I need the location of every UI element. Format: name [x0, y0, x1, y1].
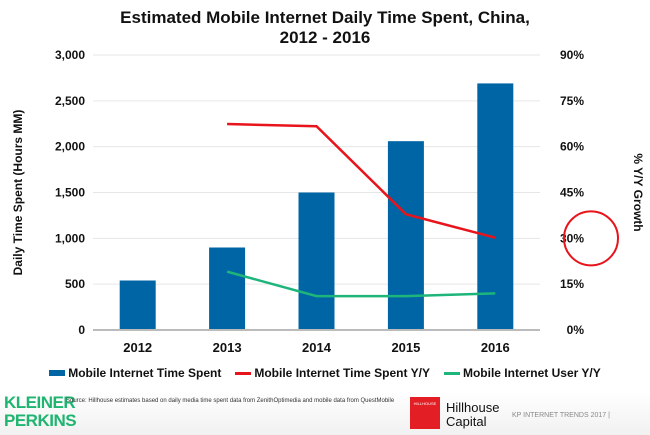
legend-item-time-spent: Mobile Internet Time Spent	[49, 366, 221, 380]
source-note: Source: Hillhouse estimates based on dai…	[66, 398, 395, 404]
y-tick-label: 2,000	[55, 140, 85, 154]
legend-item-user-yy: Mobile Internet User Y/Y	[443, 366, 601, 380]
legend-item-time-spent-yy: Mobile Internet Time Spent Y/Y	[235, 366, 430, 380]
y-tick-label: 1,500	[55, 186, 85, 200]
legend-swatch	[235, 371, 252, 375]
y2-tick-label: 75%	[560, 94, 584, 108]
bar-2016	[477, 83, 514, 331]
hillhouse-logo-text: Hillhouse Capital	[446, 401, 499, 429]
title-line-1: Estimated Mobile Internet Daily Time Spe…	[120, 8, 530, 27]
logo-line: Capital	[446, 414, 487, 429]
y2-tick-label: 60%	[560, 140, 584, 154]
line-series-1	[227, 122, 496, 239]
y2-tick-label: 45%	[560, 186, 584, 200]
chart-title: Estimated Mobile Internet Daily Time Spe…	[0, 8, 650, 48]
legend-label: Mobile Internet Time Spent Y/Y	[254, 366, 430, 380]
x-tick-label: 2013	[213, 340, 242, 355]
line-series-2	[226, 270, 496, 298]
hillhouse-logo-box: HILLHOUSE	[410, 397, 440, 429]
logo-line: KLEINER	[4, 393, 76, 412]
bar-2015	[387, 141, 424, 330]
y2-tick-label: 90%	[560, 48, 584, 62]
bar-2012	[119, 280, 156, 330]
legend-label: Mobile Internet User Y/Y	[462, 366, 601, 380]
y-axis-label: Daily Time Spent (Hours MM)	[11, 110, 25, 276]
annotation-circle	[563, 210, 619, 267]
logo-line: PERKINS	[4, 411, 77, 430]
x-tick-label: 2012	[123, 340, 152, 355]
y-tick-label: 500	[65, 277, 85, 291]
y2-tick-label: 30%	[560, 231, 584, 245]
x-tick-label: 2016	[481, 340, 510, 355]
kleiner-perkins-logo: KLEINER PERKINS	[4, 393, 77, 430]
bar-2013	[209, 247, 246, 330]
kp-trends-label: KP INTERNET TRENDS 2017 |	[512, 412, 610, 419]
legend-swatch	[49, 370, 66, 376]
title-line-2: 2012 - 2016	[279, 28, 371, 47]
x-tick-label: 2015	[391, 340, 420, 355]
y-tick-label: 1,000	[55, 231, 85, 245]
y-tick-label: 3,000	[55, 48, 85, 62]
y2-axis-label: % Y/Y Growth	[631, 153, 645, 231]
y-tick-label: 2,500	[55, 94, 85, 108]
legend: Mobile Internet Time Spent Mobile Intern…	[0, 366, 650, 380]
x-tick-label: 2014	[302, 340, 332, 355]
bar-2014	[298, 192, 335, 330]
y-tick-label: 0	[78, 323, 85, 337]
logo-line: Hillhouse	[446, 400, 500, 415]
y2-tick-label: 0%	[567, 323, 585, 337]
legend-label: Mobile Internet Time Spent	[68, 366, 222, 380]
y2-tick-label: 15%	[560, 277, 584, 291]
legend-swatch	[443, 371, 460, 375]
chart: 0 500 1,000 1,500 2,000 2,500 3,000 0% 15% 30% 45%…	[11, 48, 645, 355]
footer	[0, 392, 650, 435]
